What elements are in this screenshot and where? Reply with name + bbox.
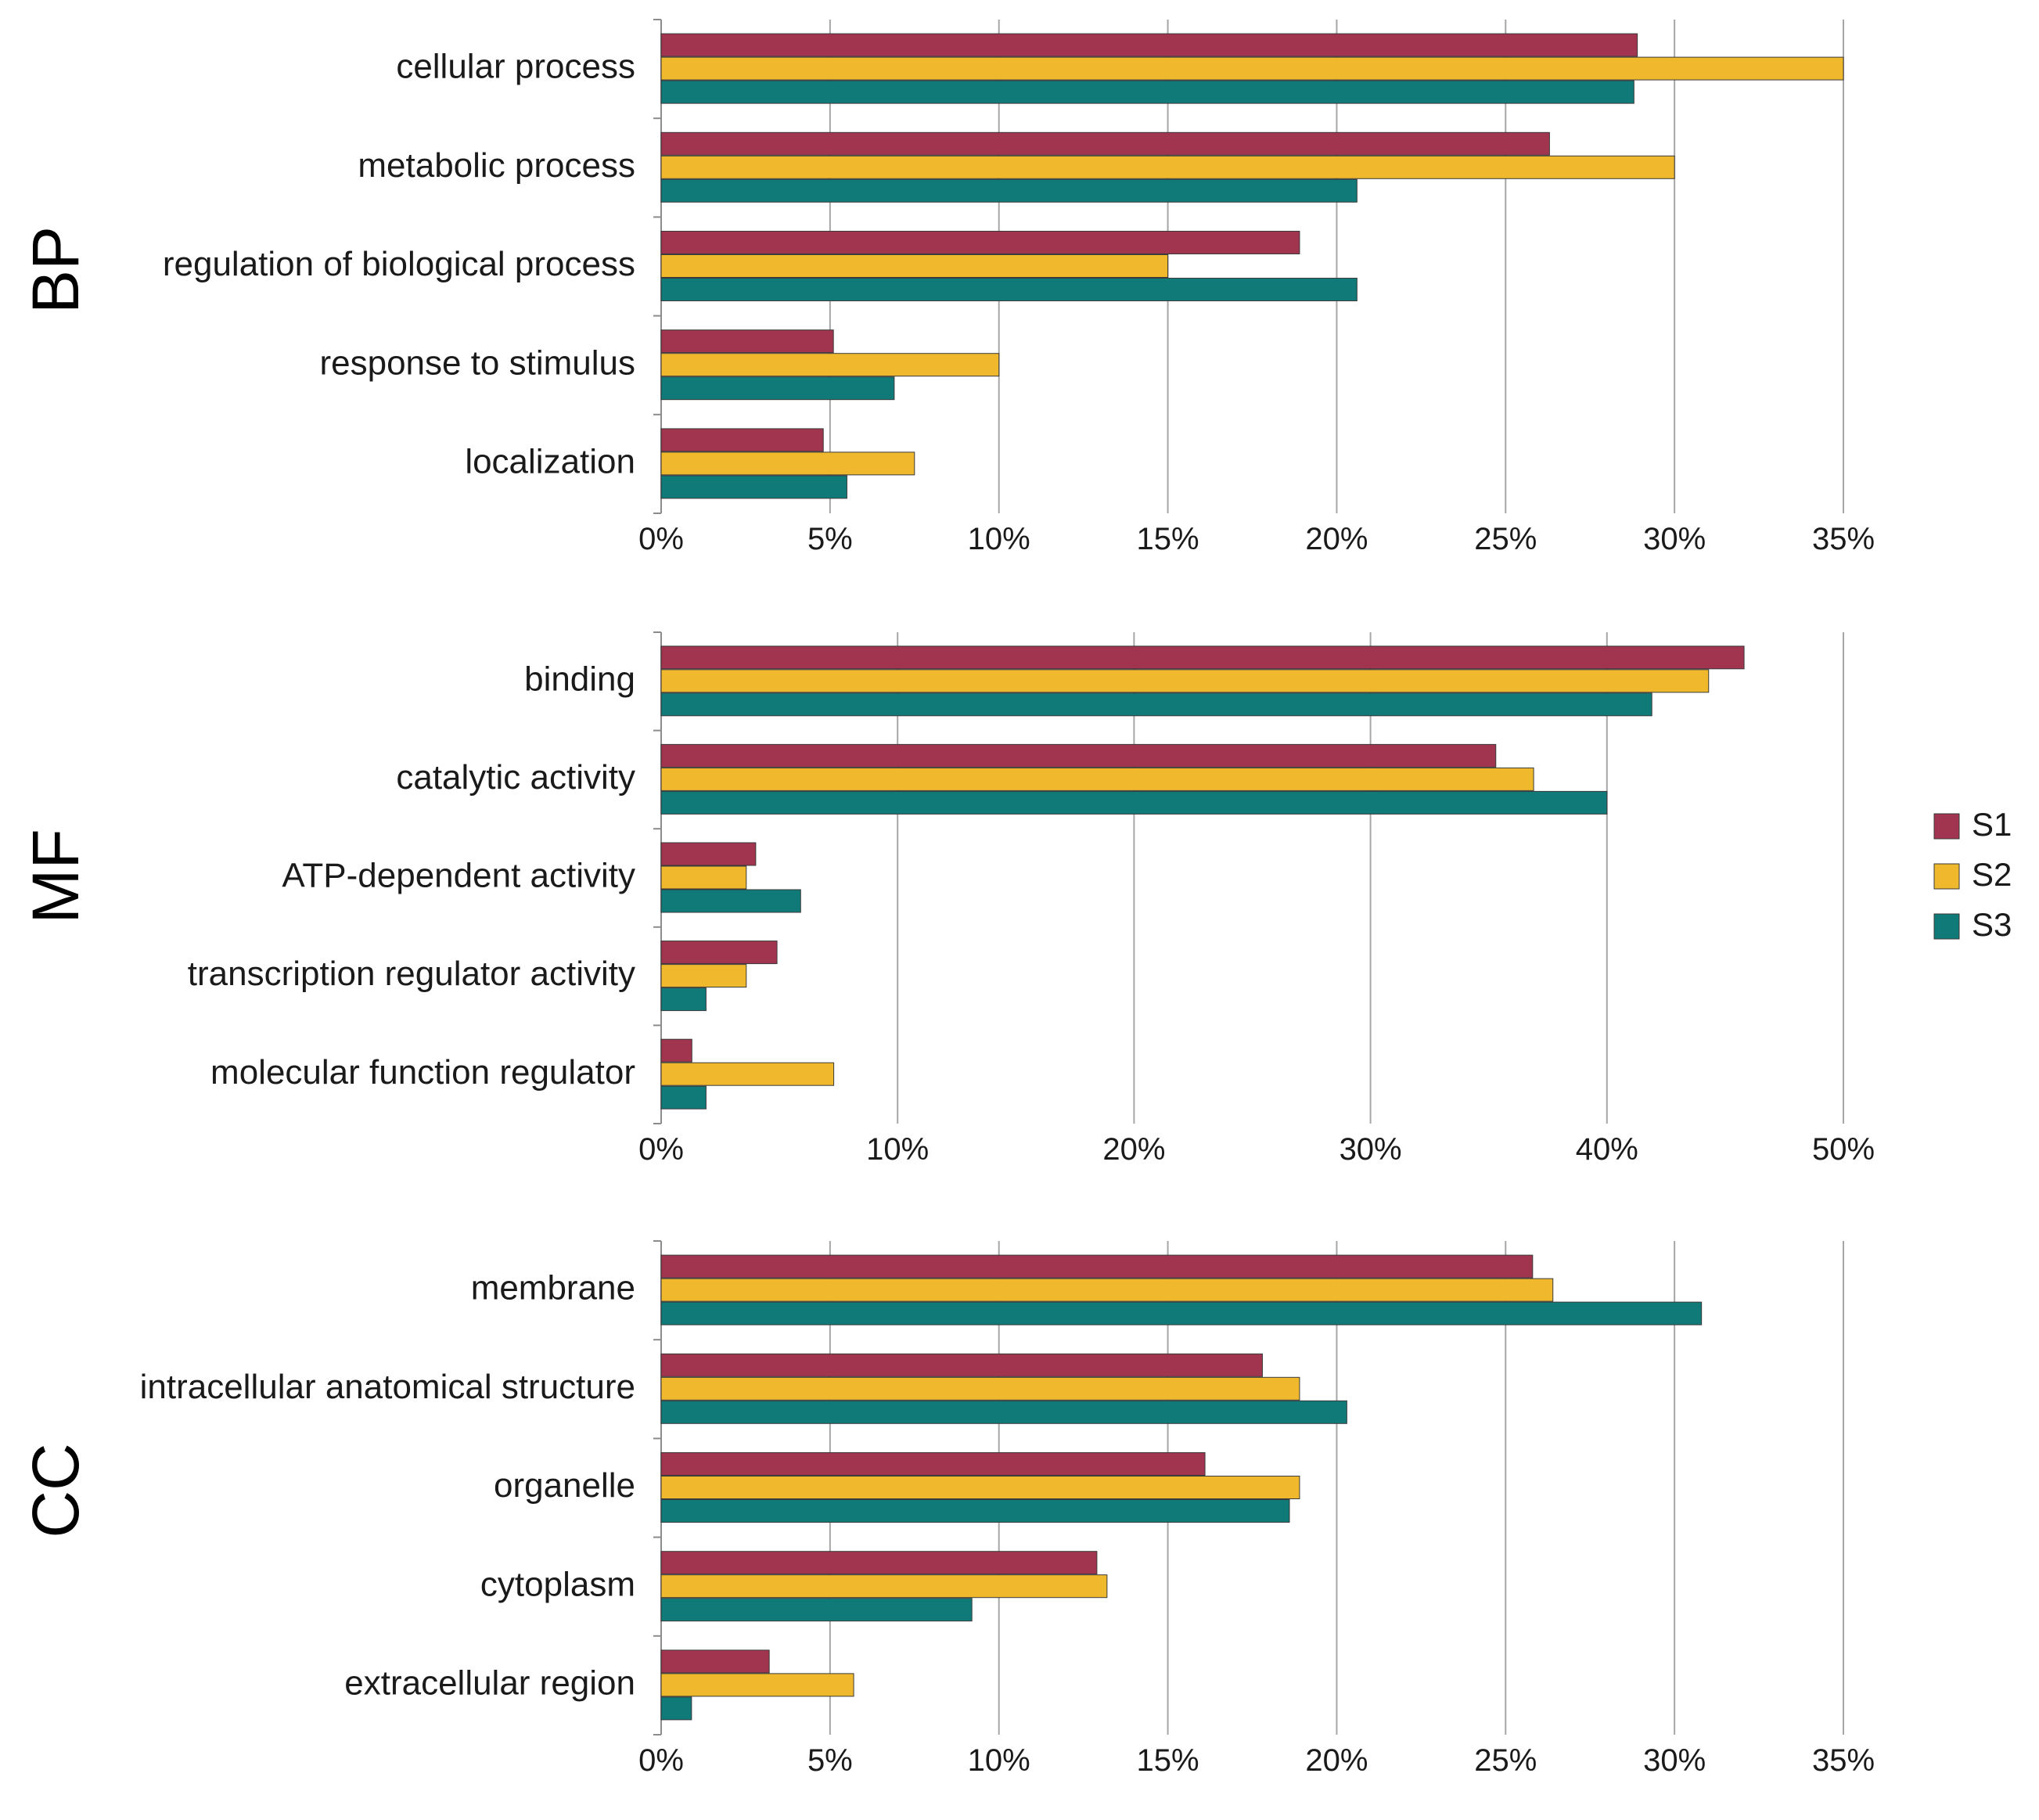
- bar-cc-s1-intracellular-anatomical-structure: [660, 1353, 1263, 1377]
- category-label: regulation of biological process: [163, 245, 635, 283]
- x-tick-label: 0%: [638, 522, 684, 556]
- category-label: extracellular region: [344, 1664, 635, 1703]
- x-tick-label: 5%: [807, 522, 853, 556]
- category-label: response to stimulus: [319, 343, 635, 382]
- bar-mf-s2-catalytic-activity: [660, 767, 1534, 791]
- bar-mf-s3-transcription-regulator-activity: [660, 987, 707, 1012]
- bar-cc-s2-organelle: [660, 1476, 1300, 1499]
- category-label: catalytic activity: [396, 758, 635, 797]
- bar-bp-s2-cellular-process: [660, 56, 1844, 81]
- x-tick-label: 50%: [1812, 1132, 1875, 1167]
- section-label-bp: BP: [19, 226, 92, 314]
- bar-bp-s3-regulation-of-biological-process: [660, 278, 1358, 301]
- bar-cc-s1-cytoplasm: [660, 1551, 1098, 1575]
- legend-label-s1: S1: [1972, 806, 2012, 843]
- bar-bp-s3-metabolic-process: [660, 178, 1358, 203]
- x-tick-label: 15%: [1137, 522, 1199, 556]
- bar-cc-s3-membrane: [660, 1301, 1703, 1325]
- category-label: ATP-dependent activity: [282, 857, 635, 895]
- bar-mf-s2-molecular-function-regulator: [660, 1062, 835, 1086]
- category-label: localization: [465, 443, 635, 481]
- bar-bp-s3-localization: [660, 475, 847, 499]
- bar-mf-s1-molecular-function-regulator: [660, 1038, 692, 1063]
- legend: S1 S2 S3: [1933, 806, 2012, 943]
- x-tick-label: 5%: [807, 1743, 853, 1778]
- bar-mf-s2-atp-dependent-activity: [660, 865, 747, 890]
- bar-bp-s1-cellular-process: [660, 33, 1638, 57]
- x-tick-label: 35%: [1812, 1743, 1875, 1778]
- legend-label-s3: S3: [1972, 906, 2012, 943]
- category-label: cellular process: [396, 48, 635, 86]
- x-tick-label: 10%: [968, 522, 1030, 556]
- x-tick-label: 10%: [866, 1132, 929, 1167]
- x-tick-label: 10%: [968, 1743, 1030, 1778]
- bar-mf-s3-atp-dependent-activity: [660, 889, 801, 913]
- x-tick-label: 40%: [1576, 1132, 1638, 1167]
- x-tick-label: 30%: [1643, 522, 1706, 556]
- category-label: cytoplasm: [480, 1565, 635, 1603]
- bar-bp-s1-response-to-stimulus: [660, 329, 834, 354]
- category-label: metabolic process: [358, 146, 635, 185]
- section-label-cc: CC: [19, 1443, 92, 1538]
- bar-bp-s2-response-to-stimulus: [660, 353, 1000, 377]
- panel-mf: 0% 10% 20% 30% 40% 50% binding catalytic activi…: [19, 631, 1875, 1167]
- section-label-mf: MF: [19, 829, 92, 923]
- bar-cc-s3-extracellular-region: [660, 1696, 692, 1721]
- x-tick-label: 0%: [638, 1132, 684, 1167]
- x-tick-label: 20%: [1305, 522, 1368, 556]
- legend-swatch-s2: [1933, 863, 1960, 890]
- panel-bp: 0% 5% 10% 15% 20% 25% 30% 35% cellular process me…: [19, 19, 1875, 556]
- bar-cc-s1-organelle: [660, 1452, 1206, 1476]
- bar-bp-s2-regulation-of-biological-process: [660, 254, 1169, 278]
- bar-cc-s1-membrane: [660, 1254, 1534, 1279]
- category-label: binding: [524, 660, 635, 698]
- bar-bp-s1-regulation-of-biological-process: [660, 231, 1300, 254]
- category-label: organelle: [494, 1466, 635, 1505]
- bar-cc-s3-organelle: [660, 1499, 1290, 1523]
- x-tick-label: 0%: [638, 1743, 684, 1778]
- panel-cc: 0% 5% 10% 15% 20% 25% 30% 35% membrane intracellu…: [19, 1240, 1875, 1778]
- bar-cc-s2-membrane: [660, 1278, 1554, 1302]
- legend-swatch-s1: [1933, 813, 1960, 840]
- bar-bp-s1-localization: [660, 428, 824, 452]
- bar-cc-s2-intracellular-anatomical-structure: [660, 1376, 1300, 1401]
- legend-label-s2: S2: [1972, 856, 2012, 893]
- x-tick-label: 20%: [1305, 1743, 1368, 1778]
- bar-mf-s2-binding: [660, 669, 1710, 693]
- x-tick-label: 35%: [1812, 522, 1875, 556]
- bar-cc-s2-cytoplasm: [660, 1574, 1108, 1599]
- bar-mf-s1-binding: [660, 646, 1745, 670]
- legend-swatch-s3: [1933, 913, 1960, 940]
- x-tick-label: 30%: [1643, 1743, 1706, 1778]
- bar-cc-s2-extracellular-region: [660, 1673, 854, 1697]
- category-label: intracellular anatomical structure: [140, 1368, 635, 1406]
- bar-bp-s1-metabolic-process: [660, 131, 1550, 156]
- x-tick-label: 20%: [1102, 1132, 1165, 1167]
- category-label: membrane: [471, 1269, 635, 1307]
- bar-mf-s3-catalytic-activity: [660, 790, 1608, 815]
- bar-cc-s3-intracellular-anatomical-structure: [660, 1400, 1347, 1424]
- bar-bp-s2-localization: [660, 451, 915, 476]
- x-tick-label: 25%: [1474, 522, 1537, 556]
- x-tick-label: 25%: [1474, 1743, 1537, 1778]
- bar-cc-s1-extracellular-region: [660, 1649, 770, 1674]
- x-tick-label: 30%: [1340, 1132, 1402, 1167]
- category-label: transcription regulator activity: [188, 955, 635, 993]
- bar-bp-s3-cellular-process: [660, 80, 1634, 104]
- x-tick-label: 15%: [1137, 1743, 1199, 1778]
- bar-mf-s1-catalytic-activity: [660, 743, 1497, 768]
- bar-mf-s1-atp-dependent-activity: [660, 842, 757, 866]
- bar-mf-s3-molecular-function-regulator: [660, 1085, 707, 1110]
- category-label: molecular function regulator: [210, 1053, 635, 1092]
- bar-bp-s3-response-to-stimulus: [660, 376, 895, 401]
- bar-mf-s1-transcription-regulator-activity: [660, 941, 778, 965]
- bar-mf-s2-transcription-regulator-activity: [660, 964, 747, 988]
- bar-mf-s3-binding: [660, 692, 1652, 717]
- bar-bp-s2-metabolic-process: [660, 155, 1675, 179]
- bar-cc-s3-cytoplasm: [660, 1598, 973, 1622]
